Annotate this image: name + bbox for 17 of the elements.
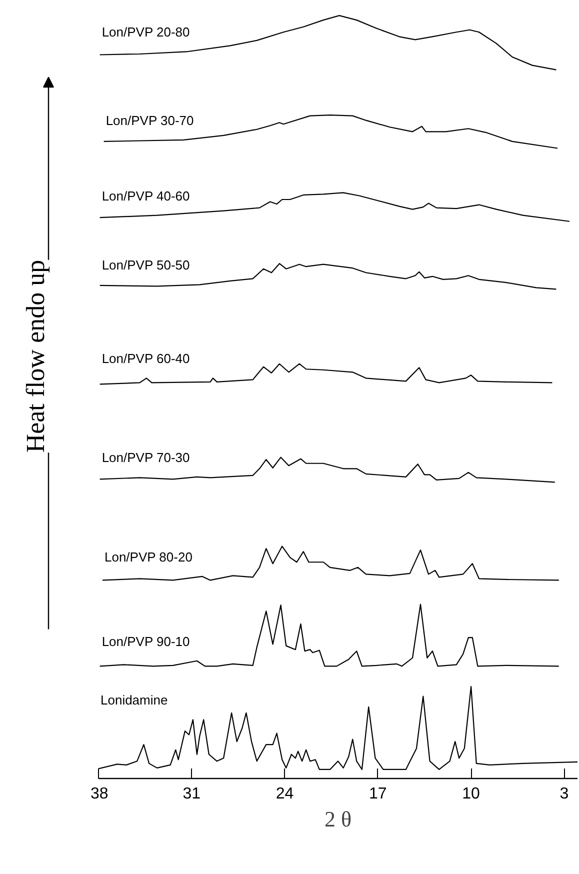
- series-label: Lon/PVP 60-40: [102, 351, 190, 366]
- series-label: Lon/PVP 90-10: [102, 634, 190, 649]
- text: Lonidamine: [100, 692, 168, 708]
- series-label: Lon/PVP 20-80: [102, 24, 190, 40]
- x-tick-label: 38: [90, 786, 108, 802]
- x-tick-label: 3: [560, 786, 569, 802]
- x-tick-label: 31: [182, 786, 201, 802]
- series-label: Lon/PVP 80-20: [104, 549, 192, 564]
- x-tick-label: 17: [369, 786, 387, 802]
- series-label: Lon/PVP 70-30: [102, 450, 190, 465]
- series-label: Lon/PVP 50-50: [102, 258, 190, 273]
- y-axis-title: Heat flow endo up: [21, 260, 50, 453]
- x-tick-label: 24: [276, 786, 294, 802]
- series-label: Lon/PVP 40-60: [102, 188, 190, 204]
- x-tick-label: 10: [462, 786, 480, 802]
- x-axis-title: 2 θ: [324, 806, 352, 832]
- series-label: Lon/PVP 30-70: [106, 112, 194, 128]
